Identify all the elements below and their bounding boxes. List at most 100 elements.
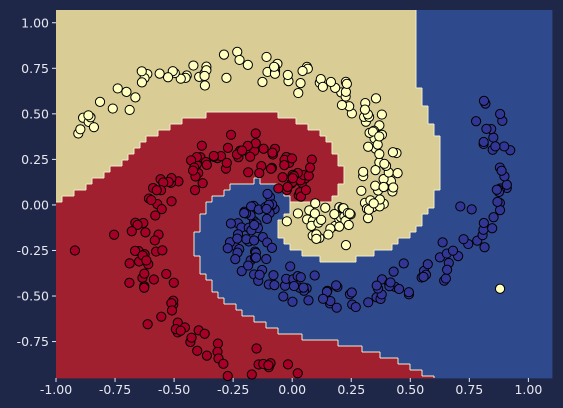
point-class-0 (346, 287, 357, 298)
y-tick-label: 0.00 (21, 197, 49, 212)
region-cell-class-1 (56, 376, 435, 379)
point-class-2 (374, 131, 385, 142)
point-class-1-outlier (69, 245, 80, 256)
point-class-0 (317, 293, 329, 304)
region-cell-class-1 (56, 322, 267, 329)
point-class-1 (222, 142, 234, 154)
point-class-2 (199, 80, 210, 91)
region-cell-class-0 (440, 178, 553, 185)
region-cell-class-2 (56, 34, 417, 41)
region-cell-class-0 (200, 262, 553, 269)
region-cell-class-0 (374, 250, 553, 257)
scatter-points (69, 46, 516, 382)
region-cell-class-1 (56, 328, 279, 335)
point-class-0 (491, 184, 502, 195)
region-cell-class-1 (56, 304, 237, 311)
point-class-1 (221, 157, 232, 168)
region-cell-class-2 (56, 70, 417, 77)
region-cell-class-2 (338, 190, 435, 197)
region-cell-class-1 (182, 118, 297, 125)
region-cell-class-0 (362, 346, 553, 353)
region-cell-class-1 (56, 370, 423, 377)
region-cell-class-0 (212, 196, 291, 203)
point-class-0 (363, 297, 374, 308)
point-class-0 (393, 283, 405, 295)
y-tick-label: 0.25 (21, 152, 49, 167)
region-cell-class-0 (416, 40, 553, 47)
region-cell-class-0 (428, 112, 553, 119)
point-class-1 (142, 319, 153, 330)
point-class-0 (222, 243, 233, 254)
point-class-2 (112, 83, 123, 94)
point-class-0 (479, 242, 490, 253)
region-cell-class-2 (332, 148, 441, 155)
point-class-2 (379, 158, 390, 169)
point-class-0 (250, 252, 262, 263)
point-class-2 (392, 168, 403, 179)
region-cell-class-0 (242, 310, 553, 317)
point-class-2 (121, 86, 132, 98)
point-class-1 (149, 235, 160, 246)
region-cell-class-0 (428, 106, 553, 113)
region-cell-class-0 (266, 322, 553, 329)
point-class-2 (199, 70, 210, 82)
point-class-1 (306, 154, 317, 165)
region-cell-class-2 (56, 160, 123, 167)
region-cell-class-2 (56, 88, 423, 95)
point-class-2 (221, 72, 232, 83)
point-class-1 (300, 184, 312, 196)
region-cell-class-1 (56, 238, 195, 245)
point-class-1 (156, 203, 167, 215)
x-axis: -1.00 -0.75 -0.50 -0.25 0.00 0.25 0.50 0.75 1.00 (40, 378, 542, 397)
point-class-0 (501, 179, 512, 190)
point-class-2 (136, 77, 148, 88)
point-class-1 (166, 196, 177, 207)
point-class-0 (458, 234, 469, 245)
point-class-0 (488, 212, 499, 223)
region-cell-class-2 (56, 64, 417, 71)
point-class-1 (196, 140, 207, 151)
region-cell-class-0 (194, 250, 303, 257)
point-class-2 (188, 60, 199, 71)
point-class-1 (277, 172, 288, 183)
point-class-2 (370, 93, 382, 104)
region-cell-class-2 (56, 118, 183, 125)
point-class-0 (478, 136, 489, 148)
point-class-0 (287, 296, 298, 307)
region-cell-class-1 (56, 286, 213, 293)
region-cell-class-2 (56, 130, 159, 137)
point-class-2 (368, 198, 379, 209)
point-class-2 (363, 141, 374, 152)
point-class-0 (262, 188, 273, 200)
region-cell-class-0 (224, 190, 285, 197)
point-class-2 (358, 166, 369, 177)
point-class-2 (75, 124, 86, 135)
region-cell-class-0 (428, 208, 553, 215)
point-class-2 (378, 181, 389, 193)
point-class-0 (268, 270, 279, 281)
region-cell-class-1 (284, 190, 339, 197)
point-class-2 (295, 78, 306, 89)
region-cell-class-0 (440, 160, 553, 167)
point-class-2 (341, 78, 352, 89)
point-class-0 (232, 233, 243, 244)
region-cell-class-0 (416, 28, 553, 35)
region-cell-class-0 (422, 370, 553, 377)
region-cell-class-2 (56, 106, 429, 113)
region-cell-class-2 (338, 154, 441, 161)
point-class-1 (199, 328, 210, 339)
point-class-0 (303, 295, 314, 306)
point-class-1 (286, 153, 298, 164)
point-class-1 (265, 163, 277, 174)
region-cell-class-0 (398, 358, 553, 365)
point-class-1 (254, 168, 265, 179)
point-class-0 (388, 266, 399, 277)
region-cell-class-0 (416, 70, 553, 77)
point-class-0 (481, 123, 492, 134)
region-cell-class-1 (56, 208, 207, 215)
region-cell-class-0 (416, 58, 553, 65)
point-class-0 (447, 245, 459, 256)
point-class-0 (437, 237, 448, 248)
region-cell-class-2 (332, 142, 441, 149)
point-class-1 (108, 229, 120, 240)
